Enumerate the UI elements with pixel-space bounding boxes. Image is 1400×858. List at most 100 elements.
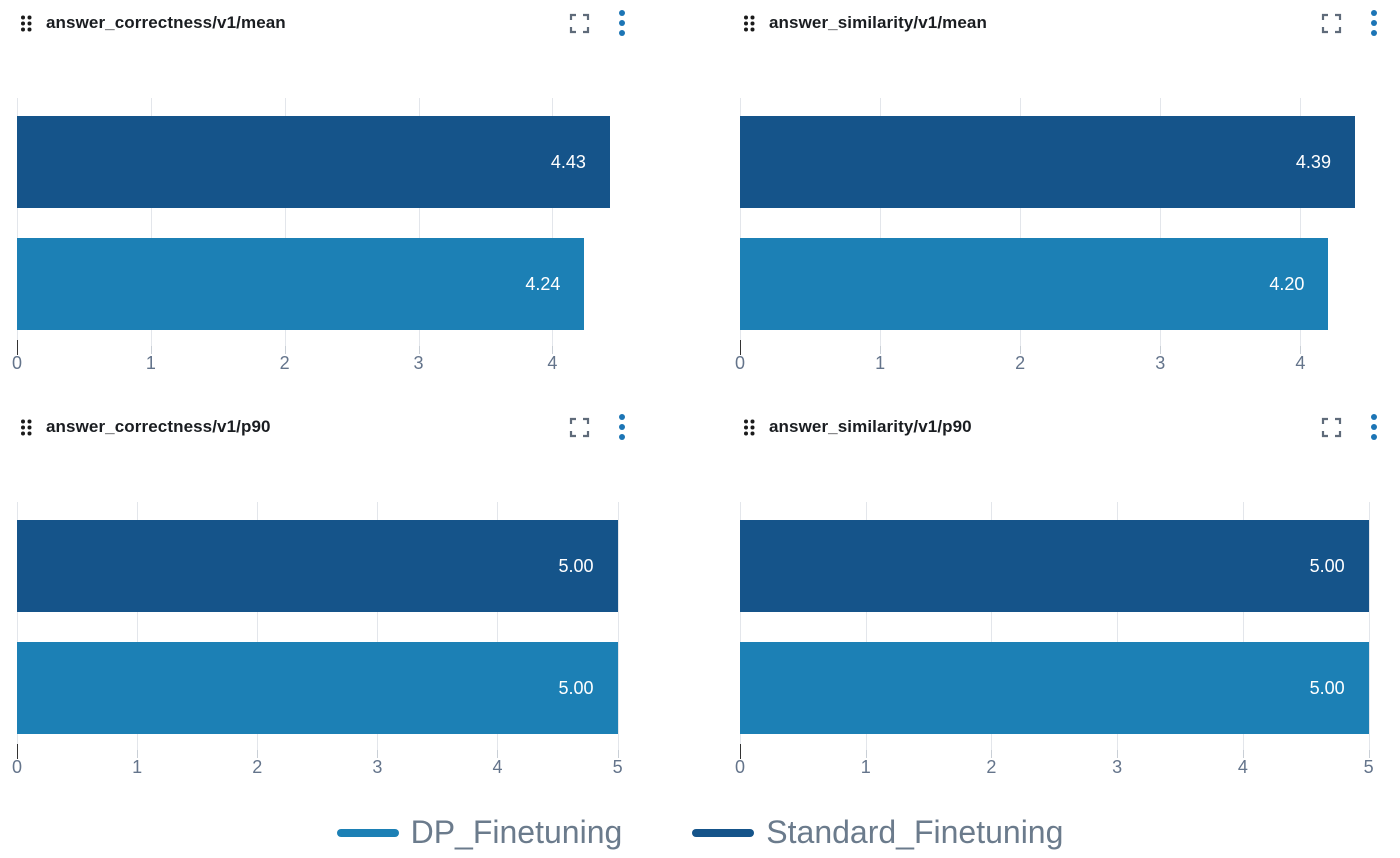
axis-tick-label: 3 xyxy=(1112,757,1123,777)
axis-tick xyxy=(1300,346,1302,354)
drag-handle-icon[interactable] xyxy=(20,418,32,437)
legend-item-dp-finetuning[interactable]: DP_Finetuning xyxy=(336,814,623,851)
axis-tick xyxy=(17,744,18,759)
gridline xyxy=(137,502,139,750)
axis-tick xyxy=(1160,346,1162,354)
bar-value-label: 5.00 xyxy=(558,677,594,698)
gridline xyxy=(1368,502,1370,750)
panel-header: answer_correctness/v1/mean xyxy=(0,0,648,38)
panel-title: answer_correctness/v1/mean xyxy=(46,13,286,32)
fullscreen-icon xyxy=(1321,417,1342,438)
gridline xyxy=(740,502,741,750)
drag-handle-icon[interactable] xyxy=(743,14,755,33)
axis-tick-label: 5 xyxy=(612,757,623,777)
axis-tick-label: 0 xyxy=(11,353,23,373)
axis-tick xyxy=(740,340,741,355)
axis-tick xyxy=(1242,750,1244,758)
bar-value-label: 4.43 xyxy=(550,151,586,172)
gridline xyxy=(150,98,152,346)
panel-title: answer_correctness/v1/p90 xyxy=(46,417,271,436)
axis-tick-label: 4 xyxy=(1237,757,1248,777)
axis-tick xyxy=(991,750,993,758)
gridline xyxy=(740,98,741,346)
chart-panel: answer_similarity/v1/p90 xyxy=(723,404,1400,780)
axis-tick xyxy=(257,750,259,758)
gridline xyxy=(617,502,619,750)
bar-dp_finetuning: 5.00 xyxy=(740,642,1369,734)
axis-tick-label: 2 xyxy=(279,353,290,373)
axis-tick-label: 3 xyxy=(413,353,424,373)
plot-area: 5.00 5.00 xyxy=(17,502,638,750)
gridline xyxy=(17,98,18,346)
axis-tick-label: 5 xyxy=(1363,757,1374,777)
fullscreen-button[interactable] xyxy=(569,417,590,438)
gridline xyxy=(1160,98,1162,346)
axis-tick xyxy=(1368,750,1370,758)
bar-dp_finetuning: 4.24 xyxy=(17,238,585,330)
fullscreen-button[interactable] xyxy=(569,13,590,34)
panel-header: answer_similarity/v1/mean xyxy=(723,0,1400,38)
fullscreen-button[interactable] xyxy=(1321,417,1342,438)
gridline xyxy=(991,502,993,750)
axis-tick xyxy=(418,346,420,354)
plot-area: 4.39 4.20 xyxy=(740,98,1390,346)
drag-handle-icon[interactable] xyxy=(743,418,755,437)
panel-header: answer_similarity/v1/p90 xyxy=(723,404,1400,442)
gridline xyxy=(1242,502,1244,750)
panel-title: answer_similarity/v1/mean xyxy=(769,13,987,32)
axis-tick xyxy=(137,750,139,758)
panel-title: answer_similarity/v1/p90 xyxy=(769,417,972,436)
bar-dp_finetuning: 4.20 xyxy=(740,238,1329,330)
axis-tick-label: 3 xyxy=(372,757,383,777)
drag-handle-icon[interactable] xyxy=(20,14,32,33)
axis-tick-label: 2 xyxy=(986,757,997,777)
legend-item-standard-finetuning[interactable]: Standard_Finetuning xyxy=(692,814,1063,851)
gridline xyxy=(1300,98,1302,346)
bar-value-label: 4.20 xyxy=(1269,273,1305,294)
gridline xyxy=(257,502,259,750)
axis-tick-label: 2 xyxy=(1015,353,1026,373)
bar-value-label: 5.00 xyxy=(1309,555,1345,576)
axis-tick xyxy=(284,346,286,354)
bar-value-label: 5.00 xyxy=(1309,677,1345,698)
gridline xyxy=(377,502,379,750)
bar-value-label: 5.00 xyxy=(558,555,594,576)
axis-tick xyxy=(497,750,499,758)
kebab-menu-icon xyxy=(618,9,626,37)
axis-tick-label: 4 xyxy=(492,757,503,777)
gridline xyxy=(865,502,867,750)
plot-area: 5.00 5.00 xyxy=(740,502,1390,750)
x-axis: 0 1 2 3 4 xyxy=(735,340,1390,376)
x-axis: 0 1 2 3 4 5 xyxy=(12,744,638,780)
gridline xyxy=(1020,98,1022,346)
bar-standard_finetuning: 4.43 xyxy=(17,116,610,208)
gridline xyxy=(880,98,882,346)
fullscreen-icon xyxy=(1321,13,1342,34)
bar-standard_finetuning: 4.39 xyxy=(740,116,1355,208)
bar-standard_finetuning: 5.00 xyxy=(17,520,618,612)
axis-tick-label: 1 xyxy=(145,353,156,373)
legend-label: DP_Finetuning xyxy=(410,814,623,850)
legend-swatch xyxy=(336,828,399,837)
axis-tick xyxy=(1117,750,1119,758)
chart-panel: answer_similarity/v1/mean xyxy=(723,0,1400,376)
kebab-menu-button[interactable] xyxy=(1370,413,1378,441)
kebab-menu-button[interactable] xyxy=(618,9,626,37)
fullscreen-icon xyxy=(569,13,590,34)
axis-tick xyxy=(617,750,619,758)
gridline xyxy=(497,502,499,750)
legend: DP_Finetuning Standard_Finetuning xyxy=(0,814,1400,851)
panels-grid: answer_correctness/v1/mean xyxy=(0,0,1400,780)
gridline xyxy=(1117,502,1119,750)
fullscreen-button[interactable] xyxy=(1321,13,1342,34)
gridline xyxy=(552,98,554,346)
kebab-menu-button[interactable] xyxy=(618,413,626,441)
axis-tick-label: 2 xyxy=(252,757,263,777)
kebab-menu-icon xyxy=(1370,413,1378,441)
kebab-menu-button[interactable] xyxy=(1370,9,1378,37)
gridline xyxy=(17,502,18,750)
axis-tick xyxy=(377,750,379,758)
axis-tick xyxy=(740,744,741,759)
axis-tick-label: 1 xyxy=(860,757,871,777)
axis-tick xyxy=(1020,346,1022,354)
